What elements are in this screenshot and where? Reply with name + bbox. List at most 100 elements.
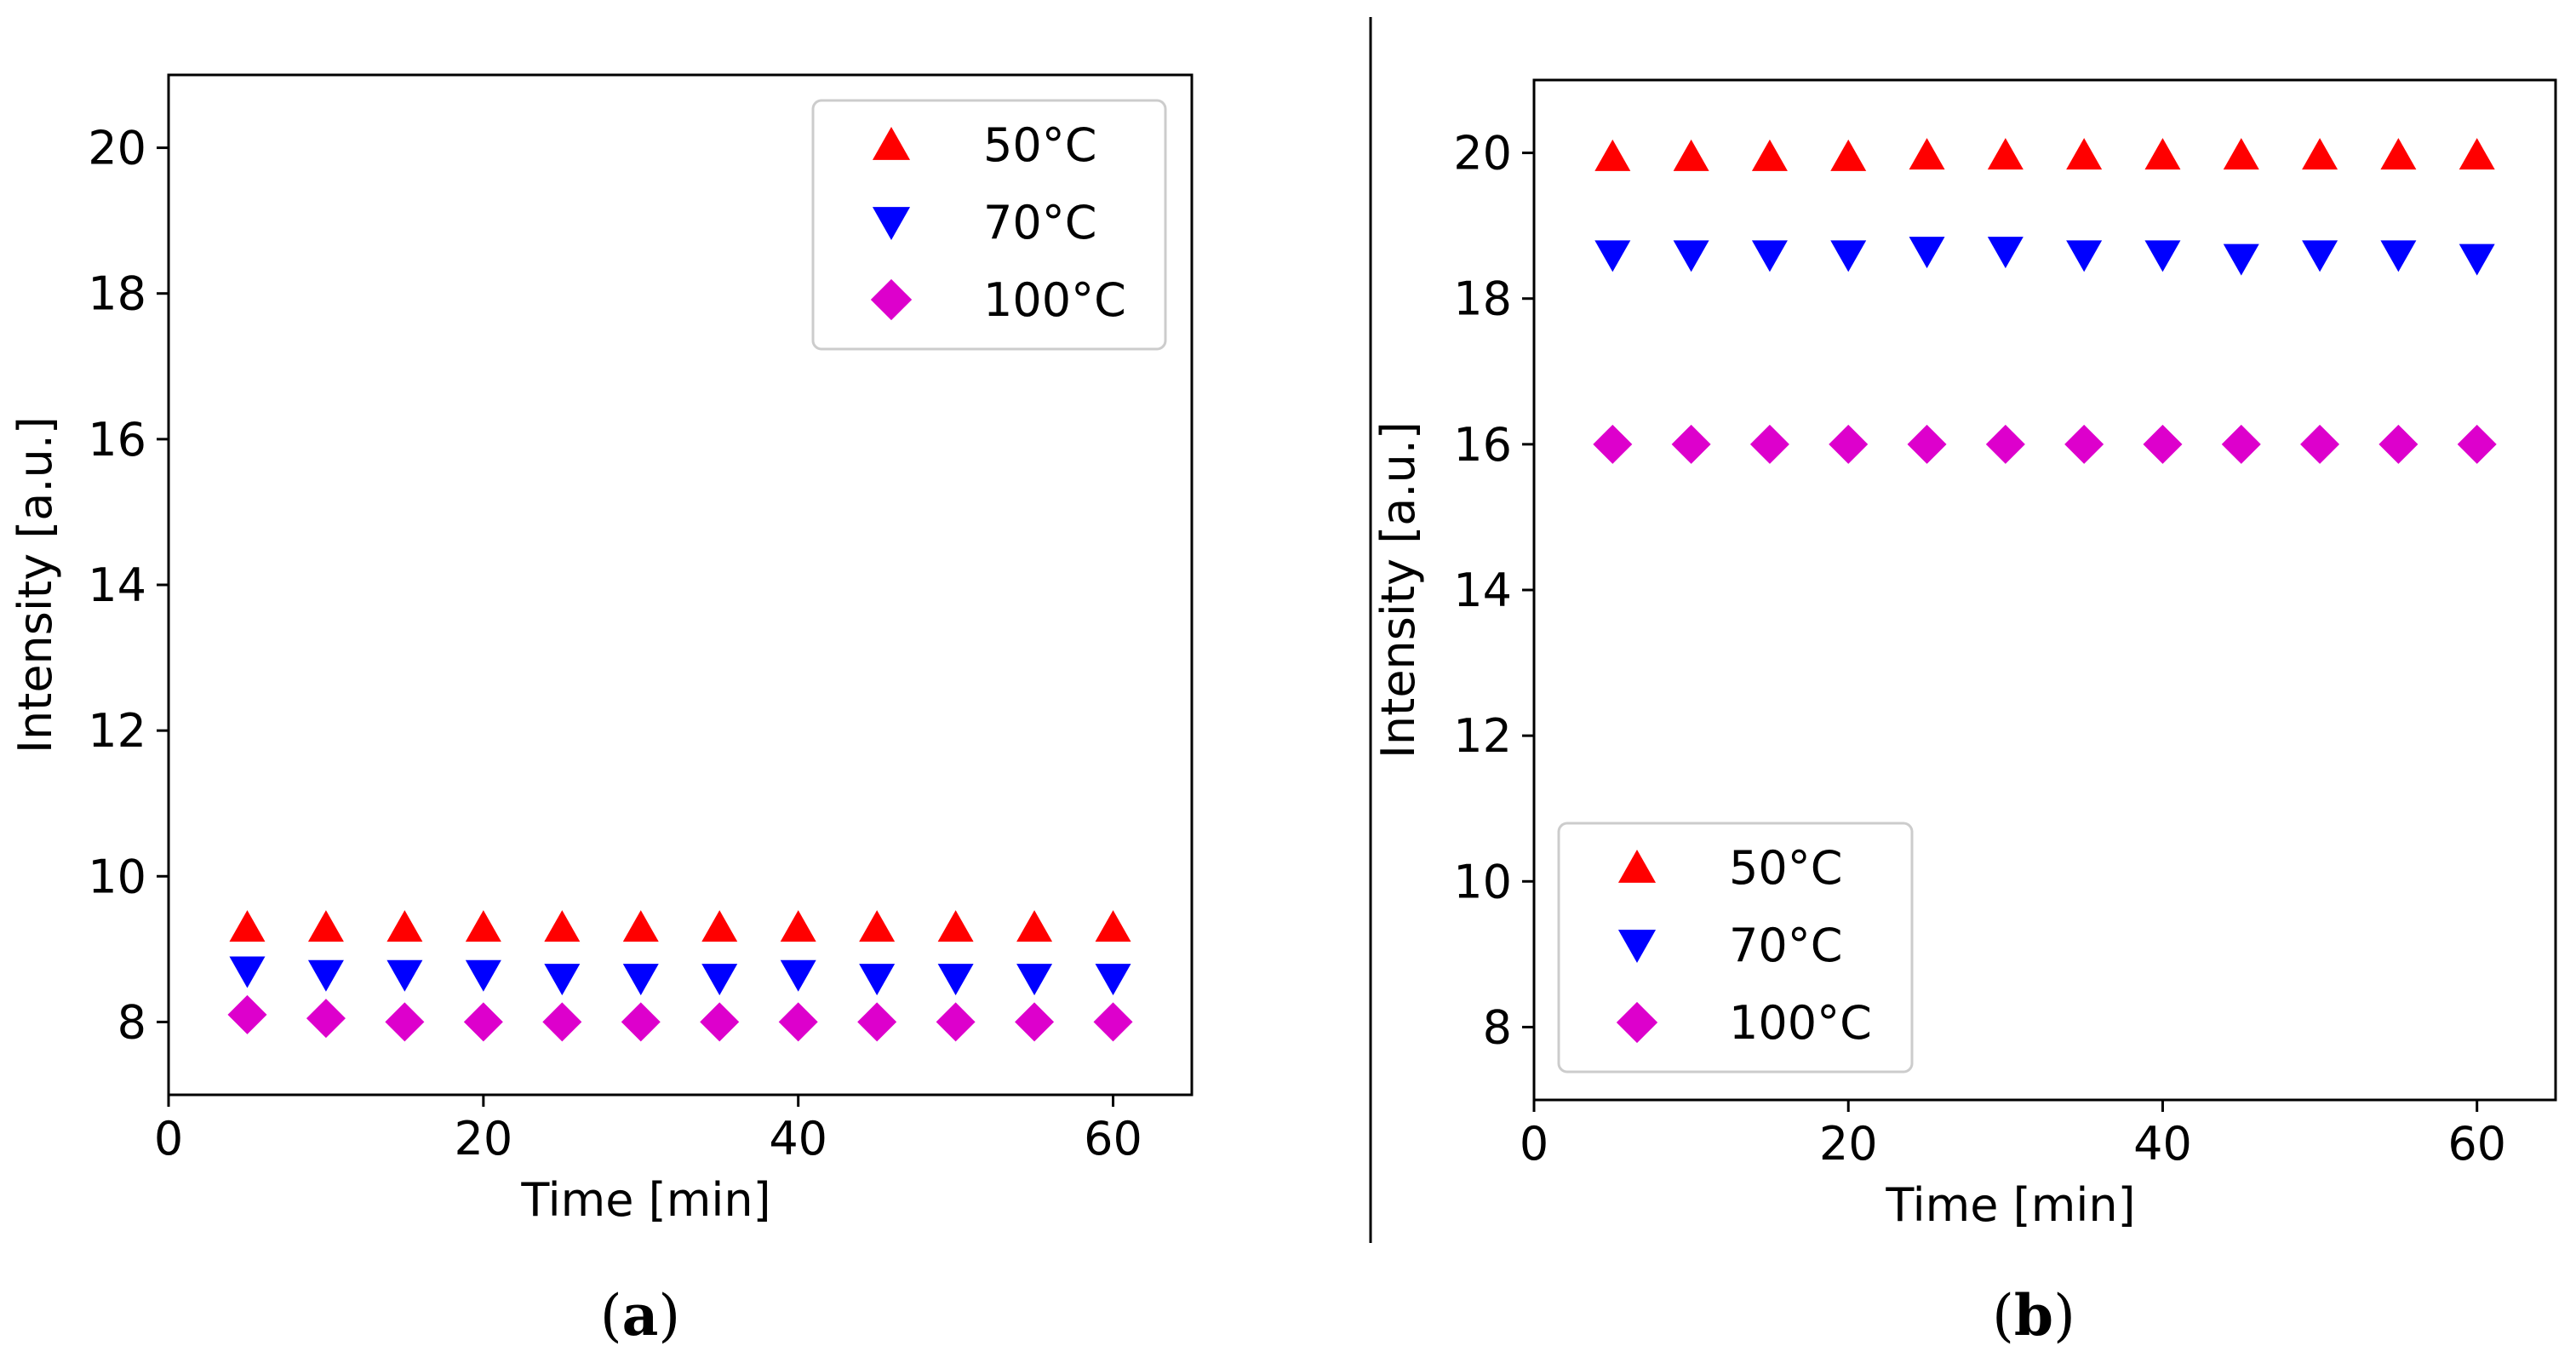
y-tick-label: 8	[117, 995, 146, 1049]
data-point-diamond	[2221, 424, 2261, 464]
data-point-diamond	[2457, 424, 2497, 464]
y-tick-label: 10	[1453, 855, 1512, 908]
data-point-diamond	[700, 1002, 740, 1042]
data-point-diamond	[542, 1002, 582, 1042]
y-tick-label: 12	[88, 704, 146, 758]
data-point-triangle-up	[2223, 138, 2259, 170]
y-tick-label: 14	[88, 558, 146, 612]
x-tick-label: 0	[154, 1112, 183, 1165]
data-point-triangle-down	[1594, 240, 1631, 272]
data-point-diamond	[1829, 424, 1869, 464]
x-axis-title: Time [min]	[520, 1173, 770, 1227]
data-point-triangle-up	[465, 910, 501, 942]
legend-marker-diamond	[870, 278, 913, 321]
legend	[1557, 822, 1914, 1074]
caption-letter: a	[622, 1282, 659, 1349]
data-point-diamond	[2300, 424, 2340, 464]
data-point-diamond	[778, 1002, 818, 1042]
data-point-diamond	[1015, 1002, 1055, 1042]
data-point-triangle-up	[229, 910, 266, 942]
y-tick-label: 14	[1453, 564, 1512, 617]
data-point-triangle-up	[544, 910, 581, 942]
x-tick-label: 60	[1084, 1112, 1142, 1165]
legend-marker-triangle-down	[872, 207, 911, 240]
data-point-triangle-up	[307, 910, 344, 942]
data-point-triangle-down	[1673, 240, 1709, 272]
y-tick-label: 12	[1453, 709, 1512, 763]
data-point-triangle-up	[2302, 138, 2338, 170]
x-tick-label: 20	[454, 1112, 512, 1165]
data-point-triangle-down	[2223, 243, 2259, 276]
data-point-diamond	[1907, 424, 1947, 464]
data-point-triangle-down	[2380, 240, 2417, 272]
data-point-triangle-down	[1830, 240, 1867, 272]
data-point-triangle-down	[386, 959, 423, 992]
legend	[811, 99, 1167, 351]
legend-label: 100°C	[1729, 996, 1872, 1050]
y-tick-label: 16	[1453, 418, 1512, 472]
data-point-diamond	[1985, 424, 2025, 464]
data-point-triangle-up	[2144, 138, 2181, 170]
x-tick-label: 40	[2133, 1117, 2192, 1171]
y-tick-label: 10	[88, 850, 146, 903]
data-point-triangle-down	[1909, 237, 1945, 269]
data-point-triangle-down	[1095, 964, 1131, 996]
data-point-diamond	[227, 994, 267, 1034]
data-point-diamond	[2064, 424, 2104, 464]
data-point-triangle-down	[1751, 240, 1788, 272]
data-point-triangle-up	[2459, 138, 2495, 170]
x-tick-label: 0	[1520, 1117, 1548, 1171]
data-point-diamond	[306, 999, 346, 1039]
data-point-diamond	[621, 1002, 661, 1042]
data-point-triangle-down	[465, 959, 501, 992]
data-point-triangle-down	[1987, 237, 2024, 269]
data-point-triangle-down	[2066, 240, 2103, 272]
data-point-triangle-up	[386, 910, 423, 942]
data-point-triangle-down	[2144, 240, 2181, 272]
y-tick-label: 16	[88, 413, 146, 467]
data-point-diamond	[2143, 424, 2183, 464]
data-point-triangle-up	[2380, 138, 2417, 170]
legend-marker-diamond	[1616, 1001, 1658, 1044]
legend-marker-triangle-down	[1617, 930, 1657, 963]
x-tick-label: 60	[2447, 1117, 2506, 1171]
data-point-triangle-up	[701, 910, 738, 942]
data-point-triangle-down	[307, 959, 344, 992]
data-point-triangle-down	[701, 964, 738, 996]
data-point-diamond	[463, 1002, 503, 1042]
data-point-diamond	[2379, 424, 2419, 464]
data-point-diamond	[385, 1002, 425, 1042]
data-point-triangle-down	[780, 959, 816, 992]
data-point-triangle-up	[1594, 139, 1631, 171]
caption-a: (a)	[600, 1282, 680, 1349]
data-point-triangle-down	[1016, 964, 1053, 996]
legend-label: 70°C	[983, 196, 1096, 249]
data-point-triangle-up	[1909, 138, 1945, 170]
data-point-triangle-down	[2302, 240, 2338, 272]
y-tick-label: 20	[88, 122, 146, 175]
y-tick-label: 20	[1453, 127, 1512, 180]
data-point-triangle-up	[1987, 138, 2024, 170]
data-point-diamond	[1593, 424, 1633, 464]
data-point-diamond	[857, 1002, 897, 1042]
caption-b: (b)	[1992, 1282, 2075, 1349]
y-tick-label: 18	[1453, 272, 1512, 326]
data-point-triangle-up	[1095, 910, 1131, 942]
data-point-diamond	[936, 1002, 976, 1042]
x-axis-title: Time [min]	[1885, 1178, 2135, 1232]
data-point-triangle-down	[937, 964, 974, 996]
data-point-triangle-down	[2459, 243, 2495, 276]
data-point-triangle-up	[859, 910, 896, 942]
x-tick-label: 40	[769, 1112, 827, 1165]
data-point-triangle-up	[2066, 138, 2103, 170]
data-point-triangle-up	[1673, 139, 1709, 171]
caption-letter: b	[2014, 1282, 2053, 1349]
y-tick-label: 8	[1483, 1000, 1512, 1054]
data-point-triangle-up	[622, 910, 659, 942]
data-point-triangle-up	[1751, 139, 1788, 171]
data-point-triangle-down	[229, 956, 266, 988]
y-axis-title: Intensity [a.u.]	[1371, 421, 1425, 759]
